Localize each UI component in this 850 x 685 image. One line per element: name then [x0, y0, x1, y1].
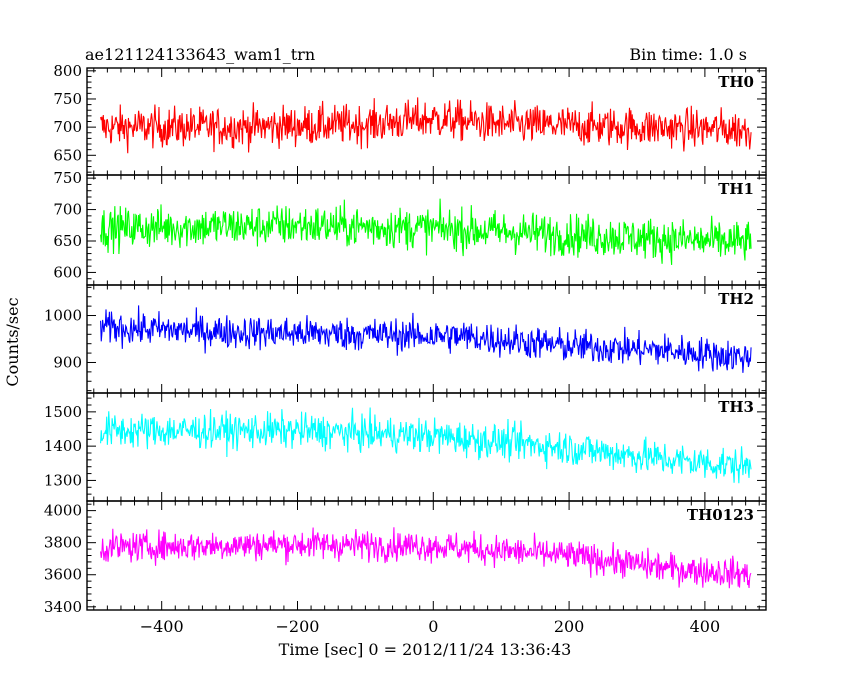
panel-th1: 600 650 700 750 TH1: [53, 169, 767, 286]
panel-frame: [86, 500, 767, 611]
panel-th0123: 3400 3600 3800 4000 TH0123: [44, 500, 767, 616]
y-axis-label: Counts/sec: [3, 297, 22, 386]
y-tick-label: 800: [53, 62, 82, 80]
panel-label-th0: TH0: [718, 73, 754, 91]
series-line-th2: [100, 305, 752, 373]
panels-group: 650 700 750 800 TH0 600 650 700 750 TH1 900 1000 TH2…: [44, 62, 767, 636]
x-tick-label: 200: [554, 617, 585, 636]
panel-label-th0123: TH0123: [687, 506, 754, 524]
series-line-th1: [100, 198, 752, 265]
panel-th2: 900 1000 TH2: [44, 284, 767, 394]
x-axis-label: Time [sec] 0 = 2012/11/24 13:36:43: [279, 640, 572, 659]
x-tick-label: 0: [428, 617, 438, 636]
y-tick-label: 600: [53, 263, 82, 281]
x-tick-label: −200: [276, 617, 320, 636]
y-tick-label: 1400: [44, 437, 82, 455]
y-tick-label: 3800: [44, 534, 82, 552]
y-tick-label: 1300: [44, 471, 82, 489]
y-tick-label: 750: [53, 169, 82, 187]
series-line-th0123: [100, 527, 752, 589]
panel-label-th3: TH3: [718, 398, 754, 416]
y-tick-label: 3400: [44, 598, 82, 616]
y-tick-label: 3600: [44, 566, 82, 584]
y-tick-label: 750: [53, 90, 82, 108]
series-line-th0: [100, 97, 752, 154]
bin-time-label: Bin time: 1.0 s: [629, 45, 747, 64]
panel-label-th2: TH2: [718, 290, 754, 308]
x-tick-label: 400: [690, 617, 721, 636]
y-tick-label: 900: [53, 353, 82, 371]
y-tick-label: 4000: [44, 502, 82, 520]
y-tick-label: 700: [53, 118, 82, 136]
y-tick-label: 1500: [44, 403, 82, 421]
panel-label-th1: TH1: [718, 180, 754, 198]
y-tick-label: 650: [53, 232, 82, 250]
y-tick-label: 650: [53, 146, 82, 164]
series-line-th3: [100, 407, 752, 484]
y-tick-label: 1000: [44, 307, 82, 325]
panel-th0: 650 700 750 800 TH0: [53, 62, 767, 176]
chart-title: ae121124133643_wam1_trn: [85, 45, 315, 64]
y-tick-label: 700: [53, 201, 82, 219]
panel-th3: 1300 1400 1500 TH3: [44, 392, 767, 502]
x-tick-label: −400: [140, 617, 184, 636]
